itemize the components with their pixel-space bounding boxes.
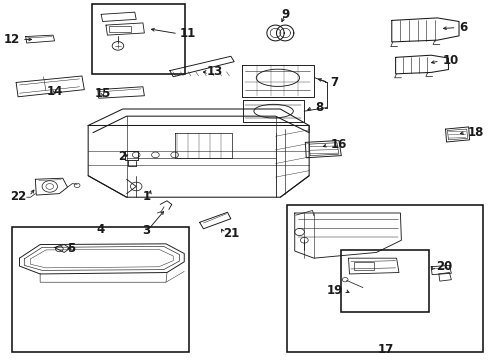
Text: 14: 14 — [46, 85, 62, 98]
Bar — [12, 226, 189, 352]
Text: 10: 10 — [441, 54, 458, 67]
Bar — [286, 205, 482, 352]
Text: 20: 20 — [435, 260, 451, 273]
Text: 4: 4 — [96, 223, 104, 236]
Text: 1: 1 — [142, 190, 150, 203]
Text: 13: 13 — [206, 65, 223, 78]
Text: 2: 2 — [118, 150, 125, 163]
Text: 16: 16 — [329, 138, 346, 151]
Text: 15: 15 — [94, 87, 111, 100]
Text: 7: 7 — [329, 76, 338, 89]
Text: 6: 6 — [458, 21, 467, 34]
Bar — [109, 26, 131, 32]
Text: 3: 3 — [142, 224, 150, 237]
Text: 18: 18 — [467, 126, 483, 139]
Text: 17: 17 — [377, 343, 393, 356]
Text: 21: 21 — [222, 226, 239, 239]
Bar — [341, 250, 428, 312]
Bar — [91, 4, 185, 74]
Text: 19: 19 — [325, 284, 342, 297]
Text: 22: 22 — [10, 190, 27, 203]
Text: 12: 12 — [3, 33, 20, 46]
Bar — [354, 262, 373, 270]
Text: 8: 8 — [314, 101, 323, 114]
Text: 5: 5 — [67, 242, 76, 255]
Text: 11: 11 — [179, 27, 195, 40]
Text: 9: 9 — [281, 8, 289, 21]
